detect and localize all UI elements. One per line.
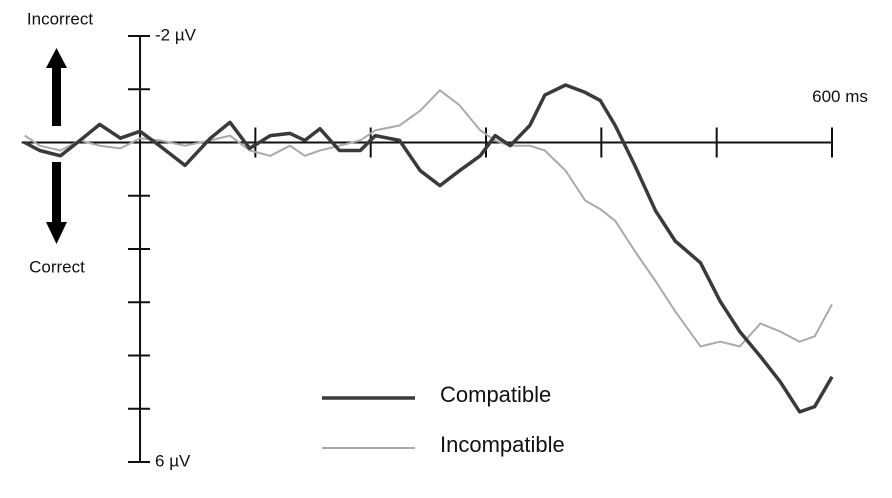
legend-label: Incompatible bbox=[440, 432, 565, 457]
series-line bbox=[24, 89, 833, 348]
y-tick-label: 6 µV bbox=[155, 451, 191, 470]
y-tick-label: -2 µV bbox=[155, 25, 197, 44]
x-tick-label: 600 ms bbox=[812, 87, 868, 106]
series-line bbox=[23, 83, 834, 414]
bottom-label: Correct bbox=[29, 257, 85, 276]
top-label: Incorrect bbox=[27, 9, 93, 28]
legend-label: Compatible bbox=[440, 382, 551, 407]
arrows bbox=[46, 48, 67, 244]
